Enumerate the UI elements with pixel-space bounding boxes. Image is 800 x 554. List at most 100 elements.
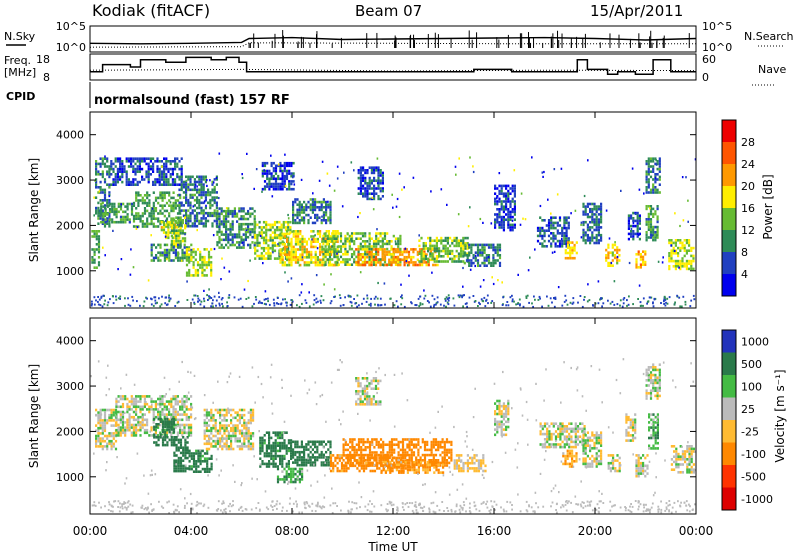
power-cell <box>647 205 650 208</box>
power-cell <box>194 268 197 272</box>
power-cell <box>99 199 102 202</box>
power-cell <box>331 232 334 235</box>
power-cell <box>556 239 559 243</box>
power-cell <box>296 203 299 206</box>
power-cell <box>395 205 398 208</box>
power-cell <box>445 305 447 308</box>
power-cell <box>159 191 162 194</box>
power-cell <box>320 200 323 204</box>
power-cell <box>513 205 516 208</box>
power-cell <box>132 160 135 163</box>
power-cell <box>260 254 263 258</box>
power-cell <box>438 249 441 253</box>
power-cell <box>679 249 682 252</box>
power-cell <box>632 224 635 228</box>
power-cell <box>424 244 427 248</box>
velocity-cell <box>163 413 166 416</box>
velocity-cell <box>179 469 183 473</box>
power-cell <box>483 261 486 265</box>
velocity-cell <box>114 447 118 451</box>
power-cell <box>130 210 134 214</box>
velocity-cell <box>153 425 156 429</box>
power-cell <box>595 215 598 219</box>
power-cell <box>370 250 373 254</box>
velocity-cell <box>179 400 182 403</box>
power-cell <box>176 165 179 168</box>
power-cell <box>672 241 675 245</box>
power-cell <box>537 298 540 301</box>
power-cell <box>476 243 480 247</box>
power-cell <box>472 256 475 260</box>
power-cell <box>117 297 120 300</box>
power-cell <box>198 180 201 184</box>
power-cell <box>597 205 600 208</box>
power-cell <box>319 245 322 249</box>
power-cell <box>410 261 413 264</box>
velocity-cell <box>161 423 165 426</box>
power-cell <box>185 185 188 189</box>
power-cell <box>652 212 655 216</box>
velocity-cell <box>117 395 120 398</box>
power-cell <box>290 253 293 256</box>
power-cell <box>498 223 501 227</box>
power-cell <box>406 264 409 267</box>
velocity-cell <box>128 418 131 422</box>
power-cell <box>291 299 293 302</box>
power-cell <box>156 167 159 171</box>
power-cell <box>161 207 164 210</box>
power-cell <box>677 259 680 263</box>
velocity-cell <box>164 420 167 423</box>
power-cell <box>175 221 178 225</box>
power-cell <box>494 259 497 262</box>
power-cell <box>494 251 497 254</box>
velocity-cell <box>210 429 213 433</box>
power-cell <box>681 265 684 268</box>
power-cell <box>426 300 429 302</box>
velocity-cell <box>195 449 198 453</box>
power-cell <box>342 242 345 246</box>
power-cell <box>586 300 589 303</box>
power-cell <box>583 298 585 301</box>
power-cell <box>500 189 503 193</box>
power-cell <box>460 249 463 253</box>
power-cell <box>565 245 568 248</box>
power-cell <box>277 177 280 181</box>
power-cell <box>145 296 147 299</box>
power-cell <box>533 295 535 298</box>
power-cell <box>233 212 236 216</box>
velocity-cell <box>199 462 202 466</box>
velocity-cell <box>238 413 241 417</box>
power-cell <box>208 288 210 291</box>
power-cell <box>690 299 693 302</box>
velocity-cell <box>181 405 184 409</box>
power-cell <box>407 261 411 264</box>
power-cell <box>181 248 184 252</box>
power-cell <box>344 263 347 266</box>
power-cell <box>274 172 278 175</box>
power-cell <box>507 215 510 219</box>
power-cell <box>373 176 376 180</box>
power-cell <box>647 191 650 194</box>
power-cell <box>517 302 520 305</box>
power-cell <box>379 261 382 264</box>
velocity-cell <box>163 428 166 432</box>
power-cell <box>198 211 201 215</box>
power-cell <box>97 243 101 246</box>
velocity-cell <box>99 419 102 422</box>
power-cell <box>632 303 634 306</box>
velocity-cell <box>172 420 176 423</box>
power-cell <box>654 225 657 229</box>
power-cell <box>380 304 383 307</box>
power-cell <box>322 299 325 302</box>
velocity-cell <box>152 415 155 419</box>
power-cell <box>134 173 137 176</box>
power-cell <box>251 235 254 239</box>
velocity-cell <box>203 460 207 463</box>
power-cell <box>424 247 427 250</box>
velocity-cell <box>225 429 228 433</box>
velocity-cell <box>148 434 151 437</box>
velocity-cell <box>245 421 248 425</box>
velocity-cell <box>117 428 120 432</box>
power-cell <box>180 178 183 181</box>
power-cell <box>435 242 438 245</box>
